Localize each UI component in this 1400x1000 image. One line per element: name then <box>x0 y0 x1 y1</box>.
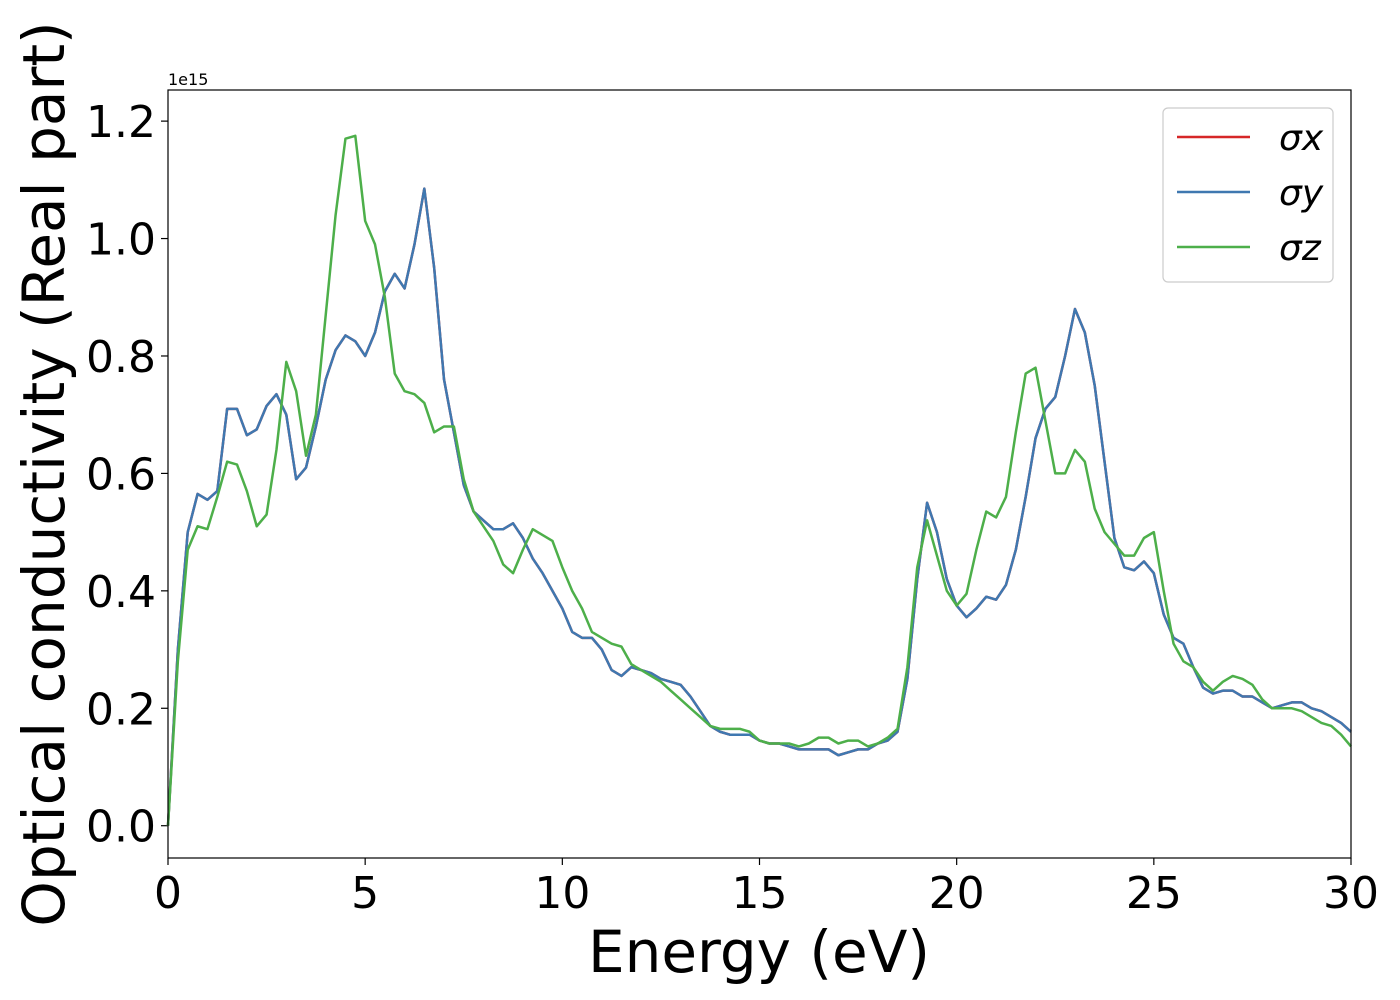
x-tick-label: 30 <box>1323 868 1379 919</box>
legend-label: σx <box>1279 118 1324 159</box>
series-line <box>166 187 1352 826</box>
y-tick-label: 0.4 <box>86 567 156 618</box>
y-offset-label: 1e15 <box>168 70 208 89</box>
legend-label: σz <box>1279 228 1322 269</box>
y-tick-label: 0.2 <box>86 684 156 735</box>
y-axis-label: Optical conductivity (Real part) <box>10 21 78 926</box>
x-axis-label: Energy (eV) <box>588 918 930 986</box>
x-tick-label: 20 <box>929 868 985 919</box>
legend-box <box>1162 107 1334 283</box>
y-tick-label: 0.0 <box>86 802 156 853</box>
y-tick-label: 1.0 <box>86 215 156 266</box>
y-tick-label: 1.2 <box>86 97 156 148</box>
legend-label: σy <box>1279 173 1324 214</box>
x-tick-label: 25 <box>1126 868 1182 919</box>
y-tick-label: 0.8 <box>86 332 156 383</box>
x-tick-label: 0 <box>154 868 182 919</box>
y-tick-label: 0.6 <box>86 449 156 500</box>
series-line <box>166 134 1352 826</box>
legend: σx σy σz <box>1162 107 1334 283</box>
series-line <box>166 187 1352 826</box>
plot-frame <box>167 89 1352 859</box>
x-tick-label: 10 <box>534 868 590 919</box>
x-tick-label: 15 <box>732 868 788 919</box>
x-tick-label: 5 <box>351 868 379 919</box>
